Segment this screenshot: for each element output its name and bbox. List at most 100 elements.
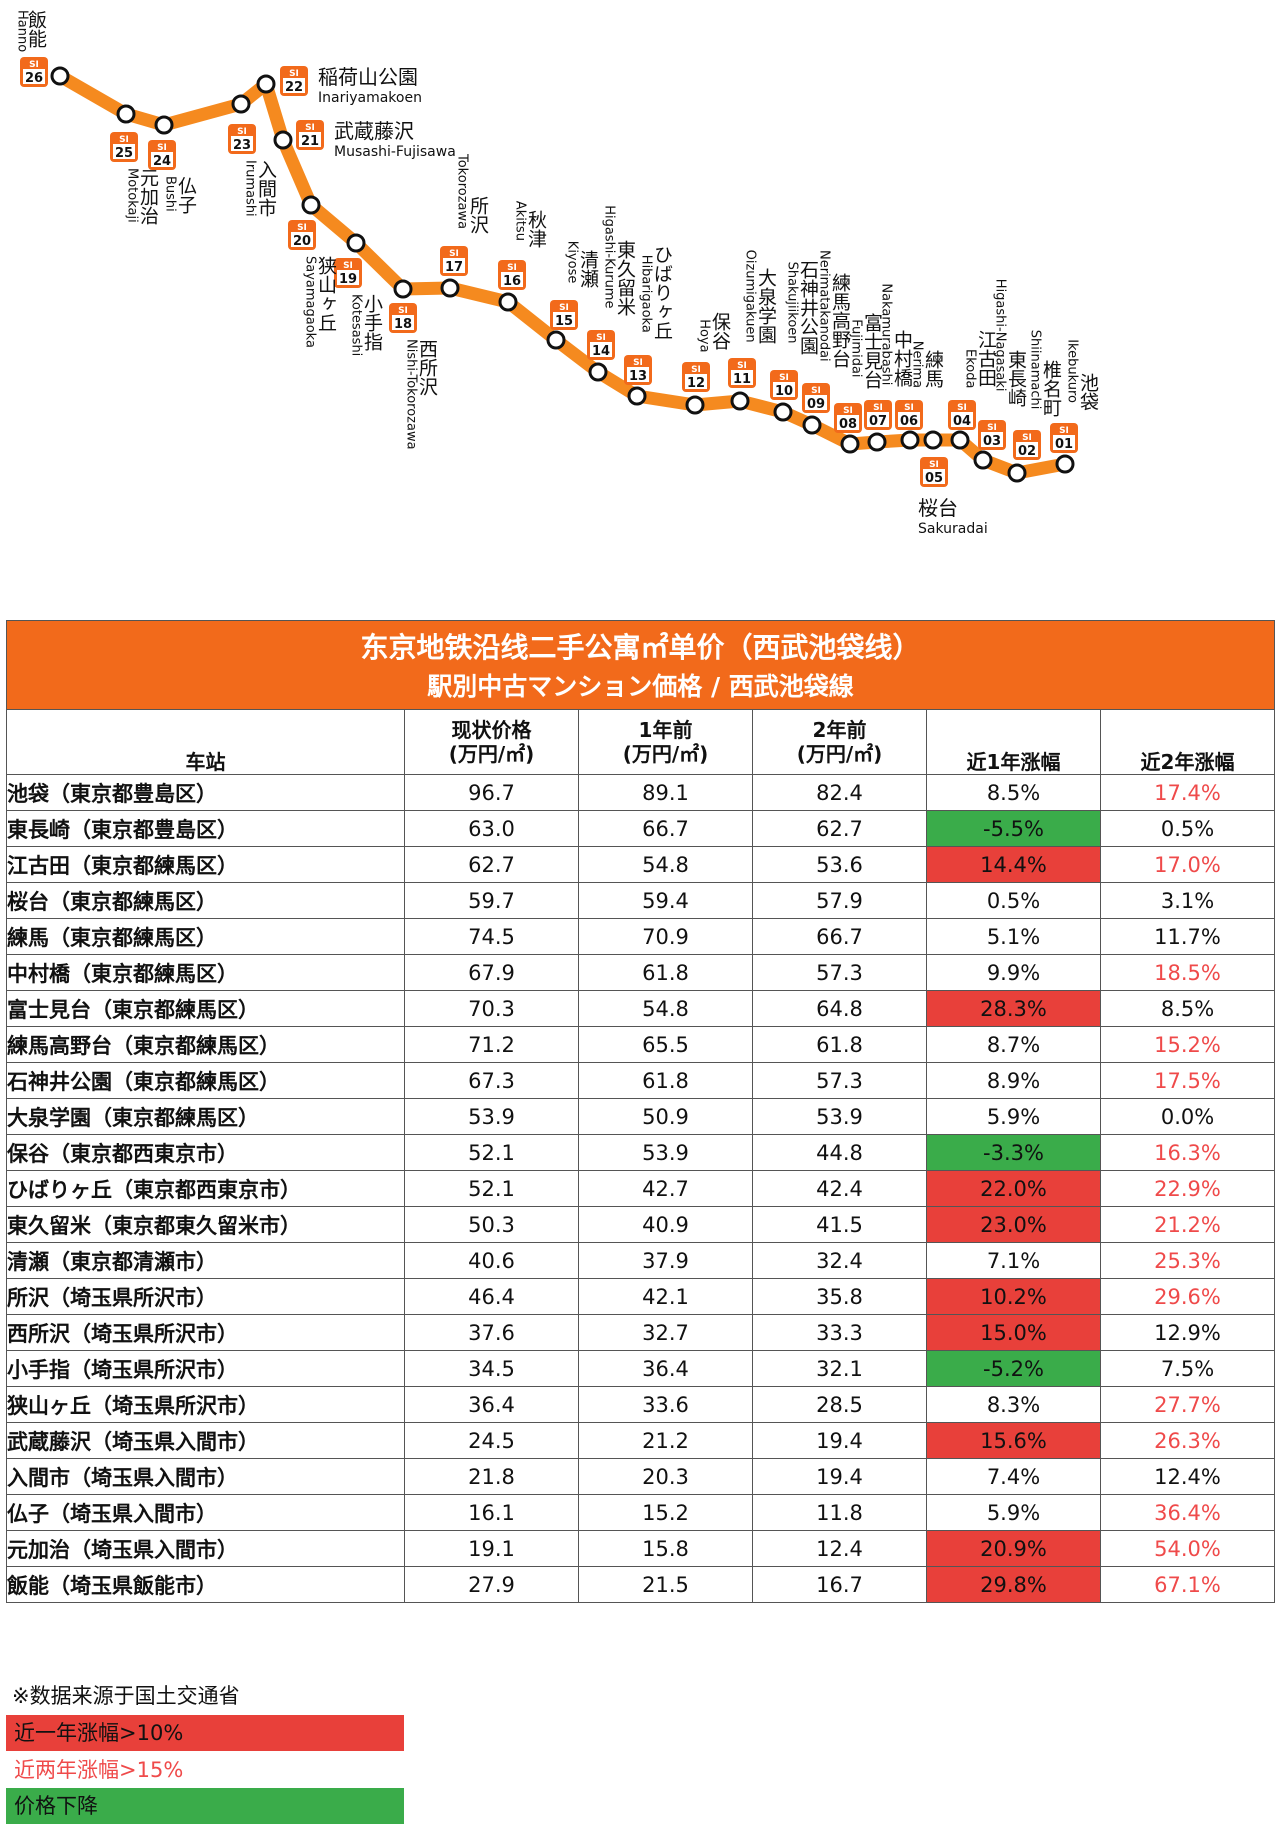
- station-dot: [923, 430, 943, 450]
- current-price-cell: 16.1: [404, 1494, 579, 1531]
- change-1y-cell: 14.4%: [926, 846, 1101, 883]
- price-2y-cell: 62.7: [752, 810, 927, 847]
- table-title: 东京地铁沿线二手公寓㎡单价（西武池袋线） 駅別中古マンション価格 / 西武池袋線: [5, 620, 1276, 710]
- station-romaji: Shiinamachi: [1028, 330, 1043, 410]
- change-2y-cell: 18.5%: [1099, 954, 1276, 991]
- current-price-cell: 50.3: [404, 1206, 579, 1243]
- station-name: 練馬: [922, 350, 944, 388]
- station-number: 03: [983, 434, 1001, 449]
- station-cell: 仏子（埼玉県入間市）: [6, 1494, 405, 1531]
- station-name: 西所沢: [416, 339, 438, 396]
- change-1y-cell: 5.9%: [926, 1098, 1101, 1135]
- station-code: SI: [157, 143, 167, 153]
- station-number: 20: [293, 234, 311, 249]
- change-1y-cell: 15.0%: [926, 1314, 1101, 1351]
- station-name: 中村橋: [891, 330, 913, 388]
- header-chg2: 近2年涨幅: [1099, 709, 1276, 775]
- price-1y-cell: 61.8: [578, 1062, 753, 1099]
- station-name: 大泉学園: [755, 268, 777, 344]
- station-name: 武蔵藤沢: [334, 119, 414, 143]
- station-romaji: Motokaji: [125, 168, 140, 223]
- change-1y-cell: 23.0%: [926, 1206, 1101, 1243]
- table-row: 練馬高野台（東京都練馬区） 71.2 65.5 61.8 8.7% 15.2%: [6, 1026, 1276, 1063]
- table-row: 東久留米（東京都東久留米市） 50.3 40.9 41.5 23.0% 21.2%: [6, 1206, 1276, 1243]
- station-romaji: Irumashi: [243, 160, 258, 217]
- price-2y-cell: 16.7: [752, 1566, 927, 1603]
- station-number: 17: [445, 260, 463, 275]
- current-price-cell: 36.4: [404, 1386, 579, 1423]
- station-number: 09: [807, 397, 825, 412]
- current-price-cell: 67.3: [404, 1062, 579, 1099]
- current-price-cell: 21.8: [404, 1458, 579, 1495]
- change-1y-cell: 7.1%: [926, 1242, 1101, 1279]
- price-1y-cell: 66.7: [578, 810, 753, 847]
- current-price-cell: 59.7: [404, 882, 579, 919]
- station-cell: 石神井公園（東京都練馬区）: [6, 1062, 405, 1099]
- change-1y-cell: 8.7%: [926, 1026, 1101, 1063]
- station-romaji: Kiyose: [565, 241, 580, 284]
- price-1y-cell: 32.7: [578, 1314, 753, 1351]
- title-jp: 駅別中古マンション価格 / 西武池袋線: [427, 672, 854, 701]
- header-1y: 1年前 (万円/㎡): [578, 709, 753, 775]
- station-number: 10: [775, 384, 793, 399]
- table-row: 練馬（東京都練馬区） 74.5 70.9 66.7 5.1% 11.7%: [6, 918, 1276, 955]
- station-number: 24: [153, 154, 171, 169]
- change-2y-cell: 12.9%: [1099, 1314, 1276, 1351]
- change-2y-cell: 17.5%: [1099, 1062, 1276, 1099]
- station-romaji: Higashi-Kurume: [602, 205, 617, 308]
- station-code: SI: [929, 460, 939, 470]
- change-1y-cell: 7.4%: [926, 1458, 1101, 1495]
- current-price-cell: 53.9: [404, 1098, 579, 1135]
- station-name: 小手指: [361, 294, 383, 351]
- station-romaji: Inariyamakoen: [318, 90, 422, 106]
- price-2y-cell: 19.4: [752, 1458, 927, 1495]
- station-dot: [973, 450, 993, 470]
- current-price-cell: 52.1: [404, 1170, 579, 1207]
- price-1y-cell: 65.5: [578, 1026, 753, 1063]
- station-dot: [840, 434, 860, 454]
- station-romaji: Ekoda: [963, 349, 978, 388]
- station-code: SI: [1059, 426, 1069, 436]
- table-row: 飯能（埼玉県飯能市） 27.9 21.5 16.7 29.8% 67.1%: [6, 1566, 1276, 1603]
- station-code: SI: [297, 223, 307, 233]
- price-2y-cell: 19.4: [752, 1422, 927, 1459]
- station-cell: 東長崎（東京都豊島区）: [6, 810, 405, 847]
- station-name: ひばりヶ丘: [651, 245, 673, 340]
- station-romaji: Musashi-Fujisawa: [334, 144, 456, 160]
- station-number: 07: [869, 414, 887, 429]
- current-price-cell: 40.6: [404, 1242, 579, 1279]
- price-2y-cell: 57.3: [752, 1062, 927, 1099]
- change-2y-cell: 67.1%: [1099, 1566, 1276, 1603]
- station-number: 23: [233, 138, 251, 153]
- station-code: SI: [596, 333, 606, 343]
- station-dot: [273, 130, 293, 150]
- station-code: SI: [305, 123, 315, 133]
- current-price-cell: 96.7: [404, 774, 579, 811]
- station-dot: [802, 415, 822, 435]
- table-row: 石神井公園（東京都練馬区） 67.3 61.8 57.3 8.9% 17.5%: [6, 1062, 1276, 1099]
- change-1y-cell: 8.9%: [926, 1062, 1101, 1099]
- change-2y-cell: 26.3%: [1099, 1422, 1276, 1459]
- station-romaji: Fujimidai: [849, 319, 864, 377]
- station-name: 椎名町: [1040, 360, 1062, 417]
- current-price-cell: 74.5: [404, 918, 579, 955]
- change-1y-cell: -3.3%: [926, 1134, 1101, 1171]
- station-name: 稲荷山公園: [318, 65, 418, 89]
- table-row: 武蔵藤沢（埼玉県入間市） 24.5 21.2 19.4 15.6% 26.3%: [6, 1422, 1276, 1459]
- station-cell: 富士見台（東京都練馬区）: [6, 990, 405, 1027]
- price-1y-cell: 33.6: [578, 1386, 753, 1423]
- station-code: SI: [343, 261, 353, 271]
- change-2y-cell: 25.3%: [1099, 1242, 1276, 1279]
- station-cell: 保谷（東京都西東京市）: [6, 1134, 405, 1171]
- station-cell: 東久留米（東京都東久留米市）: [6, 1206, 405, 1243]
- station-romaji: Sayamagaoka: [303, 256, 318, 348]
- price-1y-cell: 50.9: [578, 1098, 753, 1135]
- station-number: 16: [503, 274, 521, 289]
